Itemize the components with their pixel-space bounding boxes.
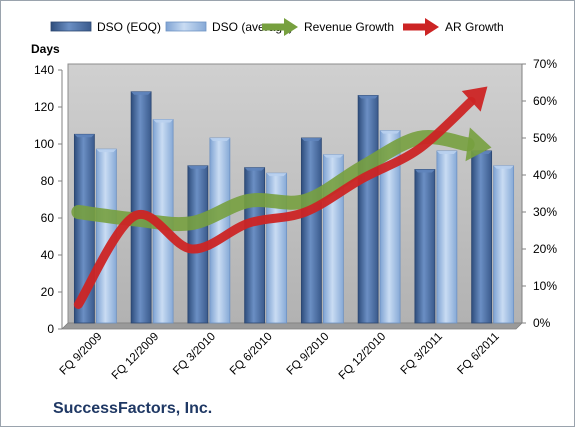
right-tick-label: 30% bbox=[533, 205, 557, 219]
bar-top bbox=[266, 173, 287, 177]
right-tick-label: 40% bbox=[533, 168, 557, 182]
bar-top bbox=[323, 154, 344, 158]
legend-label: AR Growth bbox=[445, 20, 504, 34]
bar-top bbox=[301, 138, 322, 141]
category-label: FQ 3/2010 bbox=[171, 331, 218, 378]
bar-dso-eoq bbox=[414, 169, 436, 324]
right-tick-label: 70% bbox=[533, 57, 557, 71]
bar-top bbox=[358, 95, 379, 99]
bar-top bbox=[380, 130, 401, 134]
bar-top bbox=[209, 138, 230, 141]
plot-floor bbox=[61, 322, 523, 330]
bar-top bbox=[153, 119, 174, 123]
left-tick-label: 0 bbox=[47, 322, 54, 336]
left-tick-label: 80 bbox=[41, 174, 55, 188]
right-tick-label: 50% bbox=[533, 131, 557, 145]
category-label: FQ 6/2011 bbox=[455, 331, 501, 377]
legend-revenue-growth: Revenue Growth bbox=[262, 18, 394, 36]
bar-dso-eoq bbox=[300, 137, 322, 324]
bar-top bbox=[414, 169, 435, 173]
left-tick-label: 120 bbox=[34, 100, 54, 114]
bar-dso-average bbox=[493, 165, 515, 324]
bar-top bbox=[244, 167, 265, 171]
category-label: FQ 12/2009 bbox=[110, 331, 161, 382]
bar-dso-eoq bbox=[130, 91, 152, 324]
bar-dso-eoq bbox=[357, 95, 379, 324]
revenue-growth-arrowhead bbox=[465, 127, 492, 162]
bar-top bbox=[96, 149, 117, 153]
bar-top bbox=[187, 165, 208, 169]
bar-top bbox=[493, 165, 514, 169]
legend-swatch bbox=[165, 21, 207, 32]
legend-dso-eoq: DSO (EOQ) bbox=[50, 20, 161, 34]
legend-arrowhead bbox=[284, 18, 298, 36]
bar-dso-eoq bbox=[244, 167, 266, 324]
left-tick-label: 60 bbox=[41, 211, 55, 225]
legend-arrowhead bbox=[425, 18, 439, 36]
bar-top bbox=[74, 134, 95, 138]
right-tick-label: 60% bbox=[533, 94, 557, 108]
legend-label: Revenue Growth bbox=[304, 20, 394, 34]
revenue-growth-line bbox=[71, 130, 475, 232]
right-tick-label: 0% bbox=[533, 316, 551, 330]
right-tick-label: 10% bbox=[533, 279, 557, 293]
category-label: FQ 12/2010 bbox=[337, 331, 388, 382]
ar-growth-line bbox=[73, 96, 476, 309]
company-name: SuccessFactors, Inc. bbox=[53, 400, 213, 417]
y-axis-label: Days bbox=[31, 42, 60, 56]
left-tick-label: 40 bbox=[41, 248, 55, 262]
category-label: FQ 3/2011 bbox=[399, 331, 445, 377]
legend-ar-growth: AR Growth bbox=[403, 18, 504, 36]
bar-top bbox=[131, 91, 152, 95]
left-tick-label: 100 bbox=[34, 137, 54, 151]
right-tick-label: 20% bbox=[533, 242, 557, 256]
ar-growth-arrowhead bbox=[461, 86, 488, 112]
bar-dso-eoq bbox=[471, 150, 493, 324]
category-label: FQ 9/2010 bbox=[285, 331, 332, 378]
legend-swatch bbox=[50, 21, 92, 32]
left-tick-label: 20 bbox=[41, 285, 55, 299]
category-label: FQ 9/2009 bbox=[58, 331, 105, 378]
bar-dso-average bbox=[436, 150, 458, 324]
bar-top bbox=[436, 150, 457, 154]
category-label: FQ 6/2010 bbox=[228, 331, 275, 378]
legend-label: DSO (EOQ) bbox=[97, 20, 161, 34]
left-tick-label: 140 bbox=[34, 63, 54, 77]
